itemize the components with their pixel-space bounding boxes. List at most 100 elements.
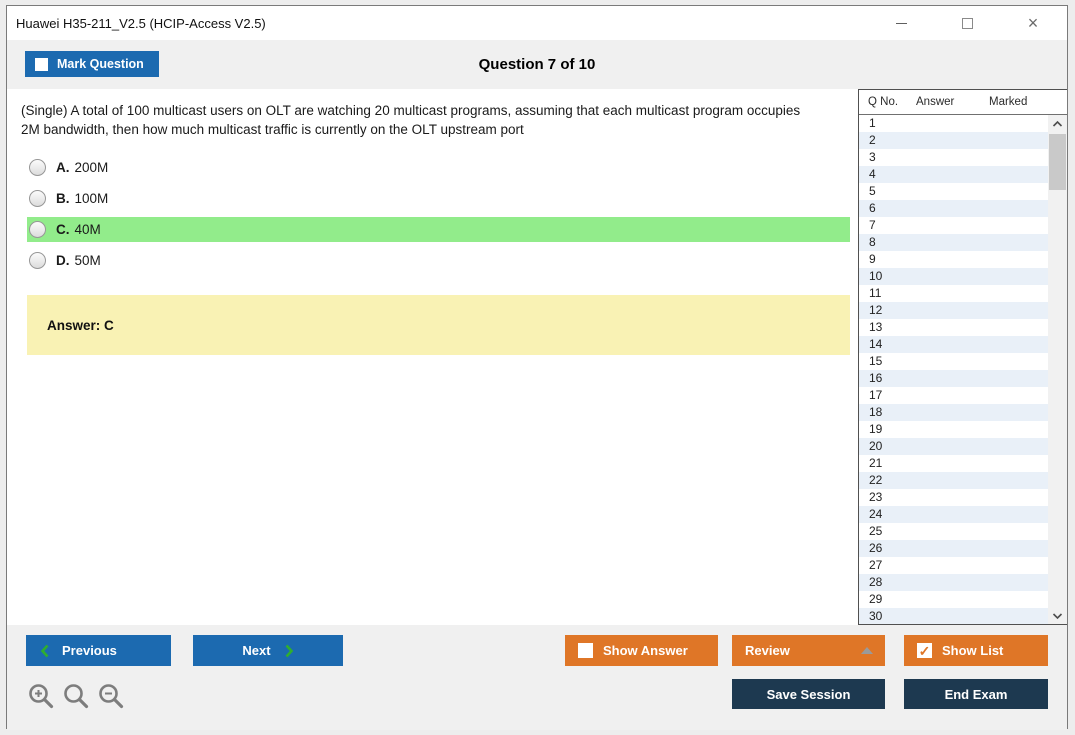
show-answer-label: Show Answer bbox=[603, 643, 688, 658]
option-text: 50M bbox=[74, 253, 101, 268]
show-list-label: Show List bbox=[942, 643, 1004, 658]
question-list-row[interactable]: 17 bbox=[859, 387, 1048, 404]
question-list-row[interactable]: 24 bbox=[859, 506, 1048, 523]
end-exam-button[interactable]: End Exam bbox=[904, 679, 1048, 709]
question-list-row[interactable]: 6 bbox=[859, 200, 1048, 217]
question-list-row[interactable]: 13 bbox=[859, 319, 1048, 336]
save-session-label: Save Session bbox=[766, 686, 851, 702]
option-letter: B. bbox=[56, 191, 70, 206]
question-list-row[interactable]: 18 bbox=[859, 404, 1048, 421]
mark-question-button[interactable]: Mark Question bbox=[25, 51, 159, 77]
magnifier-minus-icon bbox=[99, 684, 124, 709]
option-row[interactable]: C. 40M bbox=[27, 217, 850, 242]
close-icon: × bbox=[1027, 13, 1039, 33]
question-panel: (Single) A total of 100 multicast users … bbox=[7, 89, 858, 625]
scrollbar-thumb[interactable] bbox=[1049, 134, 1066, 190]
question-list-header: Q No. Answer Marked bbox=[859, 90, 1067, 115]
question-list-row[interactable]: 3 bbox=[859, 149, 1048, 166]
option-text: 100M bbox=[74, 191, 109, 206]
window-controls: × bbox=[893, 6, 1041, 40]
scrollbar[interactable] bbox=[1048, 115, 1067, 624]
question-list-row[interactable]: 16 bbox=[859, 370, 1048, 387]
maximize-icon bbox=[961, 17, 973, 29]
mark-question-checkbox[interactable] bbox=[35, 57, 48, 71]
show-answer-button[interactable]: Show Answer bbox=[565, 635, 718, 666]
question-counter: Question 7 of 10 bbox=[478, 56, 596, 73]
column-header-marked[interactable]: Marked bbox=[989, 96, 1028, 108]
previous-button[interactable]: Previous bbox=[26, 635, 171, 666]
scroll-up-button[interactable] bbox=[1048, 115, 1067, 132]
question-list-row[interactable]: 26 bbox=[859, 540, 1048, 557]
question-list-row[interactable]: 8 bbox=[859, 234, 1048, 251]
question-list-row[interactable]: 2 bbox=[859, 132, 1048, 149]
zoom-out-button[interactable] bbox=[97, 682, 125, 710]
question-list-row[interactable]: 30 bbox=[859, 608, 1048, 624]
question-list-row[interactable]: 25 bbox=[859, 523, 1048, 540]
radio-button-icon[interactable] bbox=[29, 252, 46, 269]
question-list-panel: Q No. Answer Marked 1 2 3 4 5 6 7 8 9 10 11 12 13 14 1… bbox=[858, 89, 1067, 625]
question-text: (Single) A total of 100 multicast users … bbox=[21, 103, 801, 137]
question-list-row[interactable]: 27 bbox=[859, 557, 1048, 574]
end-exam-label: End Exam bbox=[944, 686, 1008, 702]
show-list-button[interactable]: ✓ Show List bbox=[904, 635, 1048, 666]
review-button[interactable]: Review bbox=[732, 635, 885, 666]
chevron-down-icon bbox=[1052, 612, 1063, 619]
question-list-row[interactable]: 9 bbox=[859, 251, 1048, 268]
answer-box: Answer: C bbox=[27, 295, 850, 355]
question-list-row[interactable]: 21 bbox=[859, 455, 1048, 472]
previous-label: Previous bbox=[62, 643, 117, 658]
save-session-button[interactable]: Save Session bbox=[732, 679, 885, 709]
answer-text: Answer: C bbox=[47, 317, 114, 333]
chevron-up-icon bbox=[1052, 120, 1063, 127]
question-list-row[interactable]: 19 bbox=[859, 421, 1048, 438]
question-list-row[interactable]: 1 bbox=[859, 115, 1048, 132]
question-list-row[interactable]: 23 bbox=[859, 489, 1048, 506]
question-list-row[interactable]: 4 bbox=[859, 166, 1048, 183]
next-button[interactable]: Next bbox=[193, 635, 343, 666]
option-text: 200M bbox=[74, 160, 109, 175]
option-letter: D. bbox=[56, 253, 70, 268]
close-button[interactable]: × bbox=[1025, 13, 1041, 33]
question-list-row[interactable]: 29 bbox=[859, 591, 1048, 608]
scroll-down-button[interactable] bbox=[1048, 607, 1067, 624]
question-list-row[interactable]: 5 bbox=[859, 183, 1048, 200]
option-text: 40M bbox=[74, 222, 101, 237]
magnifier-plus-icon bbox=[29, 684, 54, 709]
minimize-button[interactable] bbox=[893, 15, 909, 31]
question-list-row[interactable]: 28 bbox=[859, 574, 1048, 591]
maximize-button[interactable] bbox=[959, 15, 975, 31]
zoom-reset-button[interactable] bbox=[62, 682, 90, 710]
question-list-row[interactable]: 14 bbox=[859, 336, 1048, 353]
options-list: A. 200M B. 100M C. 40M D. 50M bbox=[21, 155, 850, 273]
app-window: Huawei H35-211_V2.5 (HCIP-Access V2.5) ×… bbox=[6, 5, 1068, 730]
review-label: Review bbox=[745, 643, 790, 658]
radio-button-icon[interactable] bbox=[29, 221, 46, 238]
question-list-row[interactable]: 10 bbox=[859, 268, 1048, 285]
question-list-row[interactable]: 22 bbox=[859, 472, 1048, 489]
column-header-answer[interactable]: Answer bbox=[916, 96, 955, 108]
radio-button-icon[interactable] bbox=[29, 190, 46, 207]
triangle-up-icon bbox=[861, 647, 873, 654]
question-list-row[interactable]: 11 bbox=[859, 285, 1048, 302]
option-letter: A. bbox=[56, 160, 70, 175]
question-list-row[interactable]: 15 bbox=[859, 353, 1048, 370]
option-row[interactable]: B. 100M bbox=[27, 186, 850, 211]
zoom-in-button[interactable] bbox=[27, 682, 55, 710]
window-title: Huawei H35-211_V2.5 (HCIP-Access V2.5) bbox=[16, 15, 266, 31]
show-list-checkbox[interactable]: ✓ bbox=[917, 643, 932, 659]
question-list-row[interactable]: 7 bbox=[859, 217, 1048, 234]
next-label: Next bbox=[242, 643, 271, 658]
option-row[interactable]: A. 200M bbox=[27, 155, 850, 180]
question-list-row[interactable]: 12 bbox=[859, 302, 1048, 319]
magnifier-icon bbox=[64, 684, 89, 709]
show-answer-checkbox[interactable] bbox=[578, 643, 593, 658]
footer: Previous Next bbox=[7, 625, 1067, 730]
minimize-icon bbox=[895, 22, 907, 24]
question-list: 1 2 3 4 5 6 7 8 9 10 11 12 13 14 15 16 17 18 19 20 21 22 23 24 2… bbox=[859, 115, 1048, 624]
title-bar: Huawei H35-211_V2.5 (HCIP-Access V2.5) × bbox=[7, 6, 1067, 40]
question-list-row[interactable]: 20 bbox=[859, 438, 1048, 455]
chevron-right-icon bbox=[285, 644, 293, 657]
column-header-qno[interactable]: Q No. bbox=[868, 96, 899, 108]
radio-button-icon[interactable] bbox=[29, 159, 46, 176]
option-row[interactable]: D. 50M bbox=[27, 248, 850, 273]
